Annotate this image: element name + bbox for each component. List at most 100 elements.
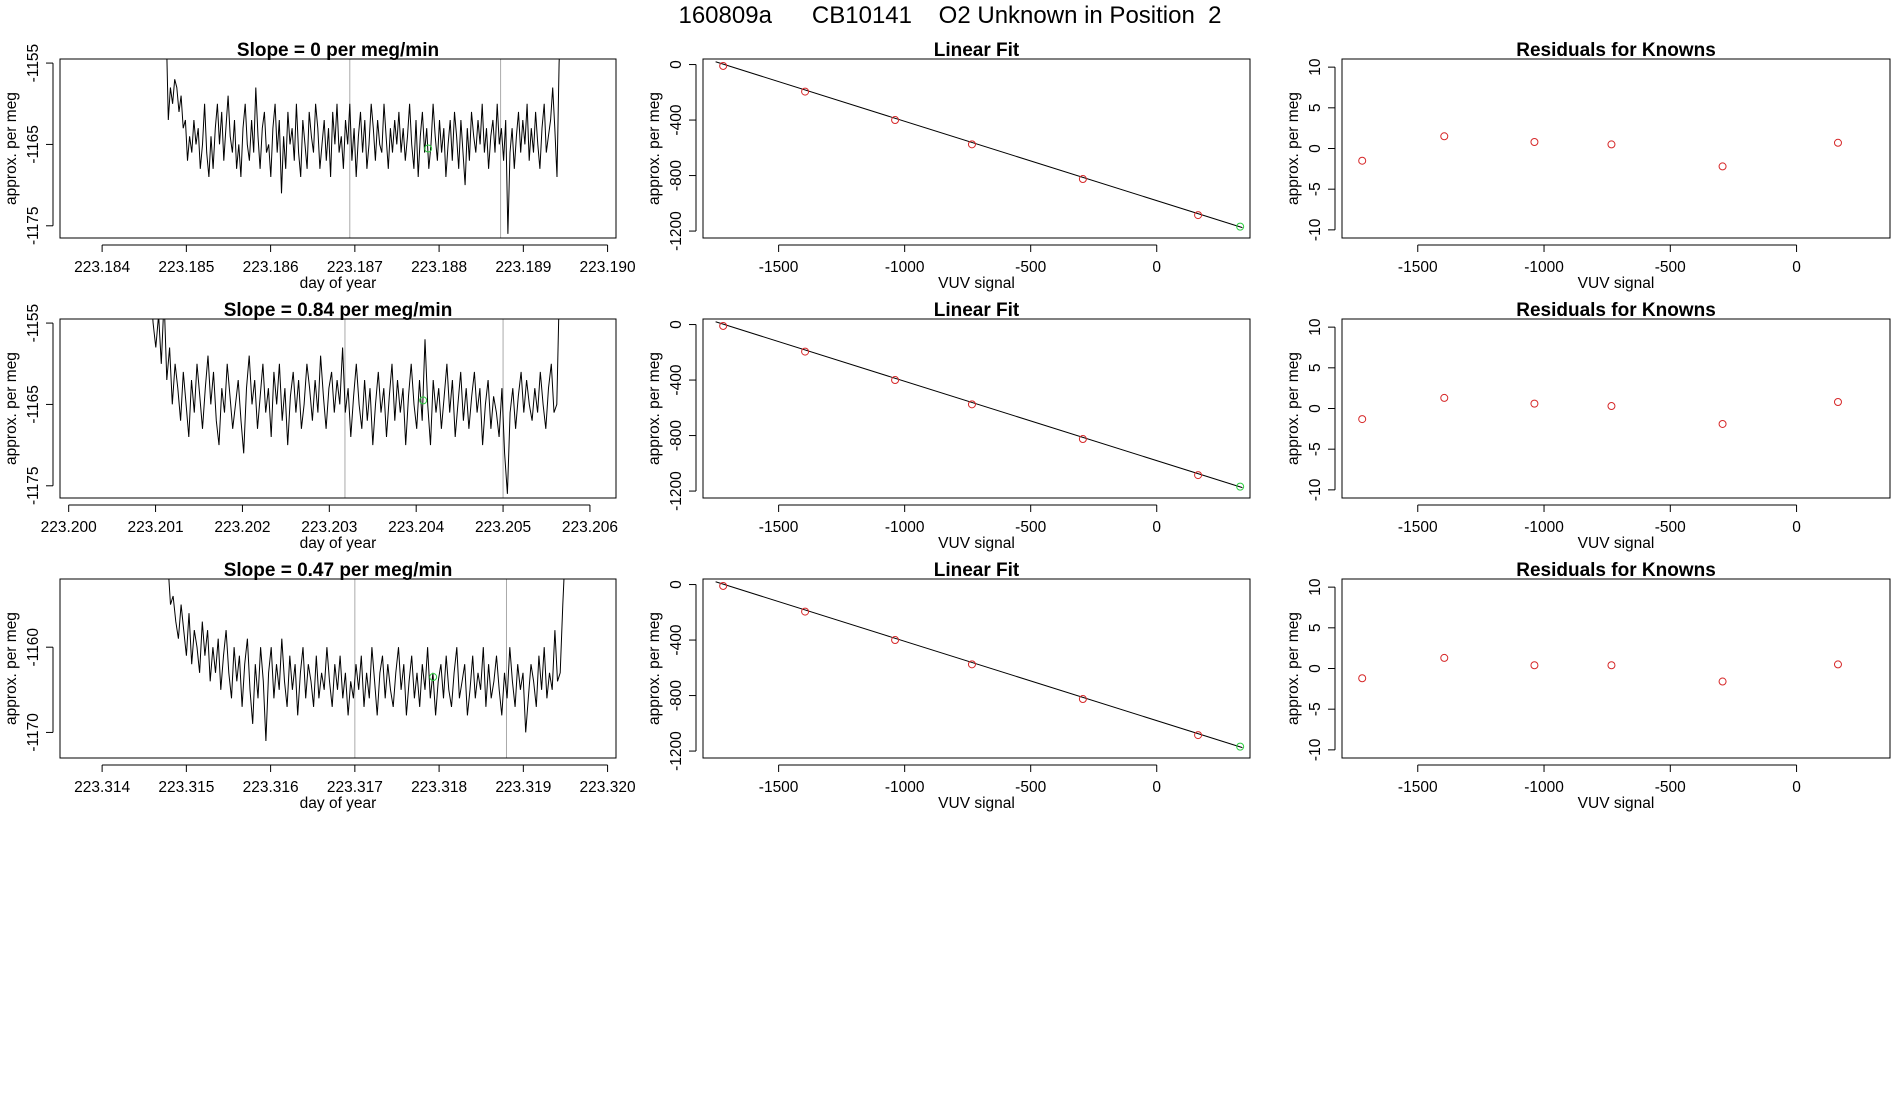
y-axis-label: approx. per meg: [1285, 92, 1302, 205]
known-point: [967, 140, 976, 149]
known-point: [1194, 471, 1203, 480]
residuals-panel-1: Residuals for Knowns -1500 -1000 -500 0 -10 -5…: [1285, 40, 1891, 292]
y-tick-label: 5: [1307, 104, 1324, 113]
panel-title: Residuals for Knowns: [1516, 40, 1716, 61]
x-tick-label: -1000: [1524, 519, 1564, 536]
plot-area: [715, 321, 1245, 491]
known-point: [801, 347, 810, 356]
residuals-panel-3: Residuals for Knowns -1500 -1000 -500 0 -10 -5…: [1285, 560, 1891, 812]
y-tick-label: 0: [1307, 664, 1324, 673]
x-axis: -1500 -1000 -500 0: [1398, 764, 1801, 796]
x-axis-label: day of year: [300, 275, 377, 292]
x-axis-label: VUV signal: [938, 535, 1015, 552]
fit-line: [715, 321, 1243, 489]
x-tick-label: 223.190: [580, 259, 636, 276]
x-tick-label: -1500: [1398, 259, 1438, 276]
y-tick-label: 0: [1307, 144, 1324, 153]
plot-frame: [59, 58, 617, 239]
y-axis-label: approx. per meg: [646, 612, 663, 725]
plot-frame: [1341, 318, 1891, 499]
y-tick-label: -400: [668, 104, 685, 135]
residual-point: [1440, 653, 1449, 662]
x-axis: 223.200 223.201 223.202 223.203 223.204 223.2…: [41, 504, 618, 536]
timeseries-panel-1: Slope = 0 per meg/min 223.184 223.185 223.1…: [3, 40, 636, 292]
x-tick-label: -1500: [1398, 779, 1438, 796]
y-tick-label: 0: [668, 60, 685, 69]
x-axis-label: VUV signal: [938, 275, 1015, 292]
y-tick-label: 10: [1307, 58, 1324, 76]
plot-frame: [1341, 578, 1891, 759]
y-tick-label: -10: [1307, 478, 1324, 501]
plot-area: [152, 319, 560, 498]
plot-frame: [702, 578, 1251, 759]
plot-frame: [59, 318, 617, 499]
y-axis-label: approx. per meg: [646, 92, 663, 205]
x-axis: -1500 -1000 -500 0: [759, 764, 1161, 796]
x-axis: -1500 -1000 -500 0: [1398, 244, 1801, 276]
x-tick-label: 223.187: [327, 259, 383, 276]
x-tick-label: -500: [1655, 259, 1686, 276]
plot-frame: [59, 578, 617, 759]
panel-title: Residuals for Knowns: [1516, 560, 1716, 581]
plot-area: [1358, 393, 1842, 428]
residuals-panel-2: Residuals for Knowns -1500 -1000 -500 0 -10 -5…: [1285, 300, 1891, 552]
y-tick-label: -5: [1307, 182, 1324, 196]
y-tick-label: -800: [668, 680, 685, 711]
panel-title: Slope = 0.47 per meg/min: [224, 560, 453, 581]
plot-frame: [702, 58, 1251, 239]
residual-point: [1358, 156, 1367, 165]
residual-point: [1833, 138, 1842, 147]
unknown-point: [1236, 222, 1245, 231]
known-point: [891, 376, 900, 385]
residual-point: [1530, 137, 1539, 146]
y-tick-label: 10: [1307, 318, 1324, 336]
x-tick-label: 223.185: [158, 259, 214, 276]
residual-point: [1607, 402, 1616, 411]
fit-line: [715, 581, 1243, 749]
unknown-marker: [419, 396, 428, 405]
panel-title: Linear Fit: [934, 560, 1020, 581]
panel-title: Slope = 0 per meg/min: [237, 40, 439, 61]
x-tick-label: 223.318: [411, 779, 467, 796]
linear-fit-panel-1: Linear Fit -1500 -1000 -500 0 0 -400 -800 -1200 V…: [646, 40, 1251, 292]
known-point: [1078, 175, 1087, 184]
known-point: [1194, 211, 1203, 220]
y-tick-label: -1155: [25, 44, 42, 82]
plot-area: [166, 59, 560, 238]
x-axis-label: day of year: [300, 795, 377, 812]
plot-area: [168, 579, 565, 758]
y-tick-label: -1175: [25, 207, 42, 246]
x-tick-label: -1000: [885, 519, 925, 536]
x-tick-label: 223.189: [495, 259, 551, 276]
y-tick-label: -800: [668, 420, 685, 451]
x-tick-label: 223.315: [158, 779, 214, 796]
known-point: [801, 87, 810, 96]
plot-frame: [702, 318, 1251, 499]
x-axis: 223.184 223.185 223.186 223.187 223.188 223.1…: [74, 244, 636, 276]
unknown-marker: [429, 673, 438, 682]
x-axis-label: VUV signal: [938, 795, 1015, 812]
residual-point: [1440, 132, 1449, 141]
y-tick-label: 0: [668, 580, 685, 589]
unknown-point: [1236, 482, 1245, 491]
signal-trace: [166, 59, 560, 234]
y-tick-label: -1200: [668, 211, 685, 251]
residual-point: [1833, 397, 1842, 406]
x-axis-label: VUV signal: [1578, 795, 1655, 812]
y-axis: 0 -400 -800 -1200: [668, 60, 697, 251]
x-tick-label: 223.314: [74, 779, 130, 796]
x-tick-label: -1000: [885, 259, 925, 276]
panel-title: Residuals for Knowns: [1516, 300, 1716, 321]
y-tick-label: -400: [668, 364, 685, 395]
residual-point: [1718, 677, 1727, 686]
y-tick-label: -5: [1307, 442, 1324, 456]
linear-fit-panel-2: Linear Fit -1500 -1000 -500 0 0 -400 -800 -1200 V…: [646, 300, 1251, 552]
y-tick-label: -1200: [668, 731, 685, 771]
residual-point: [1718, 162, 1727, 171]
x-axis-label: VUV signal: [1578, 275, 1655, 292]
x-axis: -1500 -1000 -500 0: [1398, 504, 1801, 536]
x-tick-label: 0: [1152, 779, 1161, 796]
y-axis: -10 -5 0 5 10: [1307, 58, 1336, 241]
plot-frame: [1341, 58, 1891, 239]
x-axis: 223.314 223.315 223.316 223.317 223.318 223.3…: [74, 764, 636, 796]
